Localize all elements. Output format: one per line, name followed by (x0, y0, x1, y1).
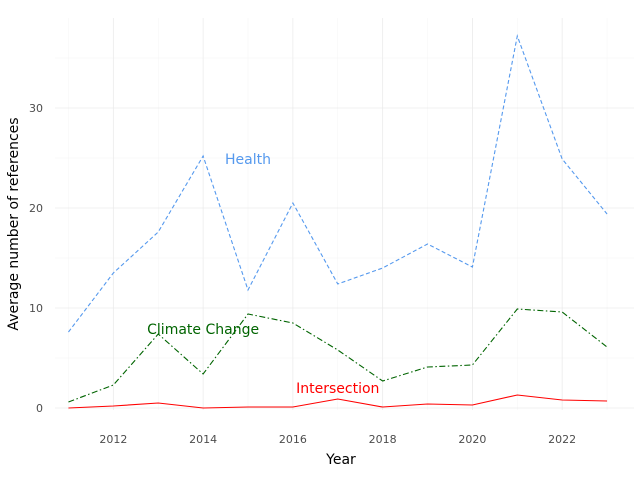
x-tick-label: 2020 (458, 433, 486, 446)
series-labels: Health Climate Change Intersection (147, 152, 379, 397)
x-tick-label: 2022 (548, 433, 576, 446)
climate-change-line (68, 308, 608, 403)
y-tick-label: 0 (36, 402, 43, 415)
grid (55, 18, 634, 410)
x-axis-title: Year (325, 452, 356, 468)
y-axis-ticks: 0 10 20 30 (29, 102, 43, 415)
series-lines (68, 33, 608, 409)
intersection-line (68, 394, 608, 409)
y-tick-label: 30 (29, 102, 43, 115)
y-axis-title: Average number of references (6, 117, 22, 330)
intersection-label: Intersection (296, 381, 379, 397)
x-tick-label: 2014 (189, 433, 217, 446)
health-line (68, 33, 608, 333)
x-tick-label: 2018 (369, 433, 397, 446)
health-label: Health (225, 152, 271, 168)
y-tick-label: 20 (29, 202, 43, 215)
x-tick-label: 2012 (99, 433, 127, 446)
y-tick-label: 10 (29, 302, 43, 315)
x-tick-label: 2016 (279, 433, 307, 446)
climate-change-label: Climate Change (147, 322, 259, 338)
x-axis-ticks: 2012 2014 2016 2018 2020 2022 (99, 433, 576, 446)
